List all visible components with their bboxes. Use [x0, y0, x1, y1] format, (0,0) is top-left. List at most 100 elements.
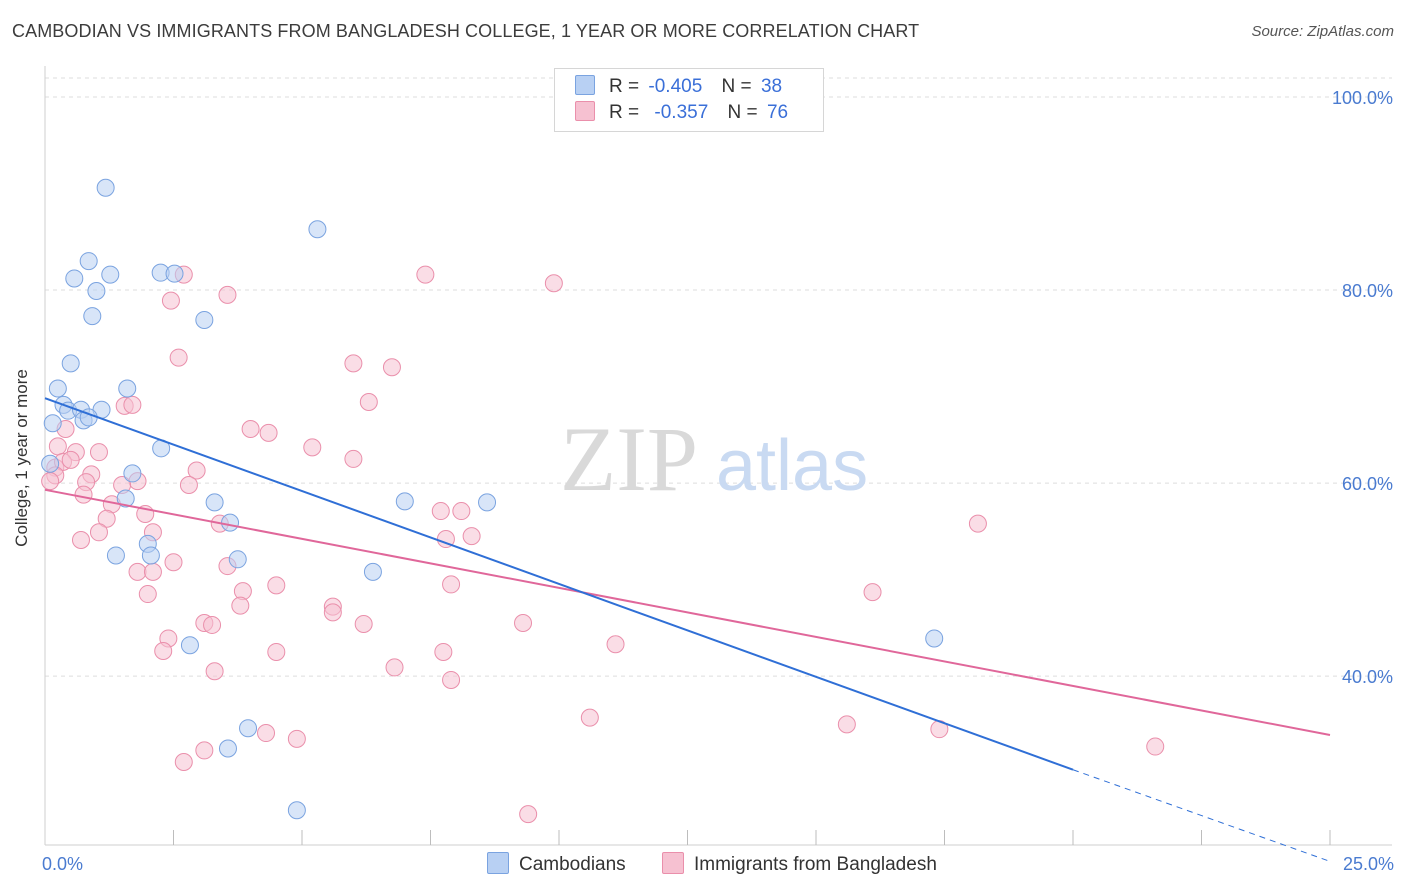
cambodian-point	[87, 281, 106, 300]
r-label: R =	[609, 102, 640, 123]
bangladesh-point	[138, 585, 157, 604]
bangladesh-point	[267, 642, 286, 661]
chart-title: CAMBODIAN VS IMMIGRANTS FROM BANGLADESH …	[12, 21, 920, 41]
bangladesh-point	[187, 461, 206, 480]
cambodian-point	[228, 550, 247, 569]
cambodian-point	[218, 739, 237, 758]
bangladesh-point	[462, 527, 481, 546]
cambodian-point	[165, 264, 184, 283]
stats-row-cambodians: R = -0.405 N = 38	[575, 75, 782, 99]
cambodian-point	[116, 489, 135, 508]
watermark-atlas: atlas	[716, 426, 868, 506]
cambodian-point	[123, 464, 142, 483]
bangladesh-point	[580, 708, 599, 727]
x-tick-label: 0.0%	[42, 854, 83, 874]
watermark: ZIP atlas	[560, 408, 868, 510]
r-label: R =	[609, 76, 640, 97]
bangladesh-point	[97, 509, 116, 528]
y-tick-label: 80.0%	[1342, 281, 1393, 301]
bangladesh-point	[416, 265, 435, 284]
bangladesh-point	[544, 274, 563, 293]
y-tick-label: 60.0%	[1342, 474, 1393, 494]
r-value: -0.357	[654, 102, 709, 123]
bangladesh-point	[164, 553, 183, 572]
y-axis-title: College, 1 year or more	[12, 369, 31, 547]
bangladesh-point	[434, 642, 453, 661]
chart-source: Source: ZipAtlas.com	[1251, 23, 1394, 40]
cambodian-point	[83, 307, 102, 326]
legend-swatch-blue	[575, 75, 595, 95]
y-tick-label: 100.0%	[1332, 88, 1393, 108]
bangladesh-point	[257, 724, 276, 743]
cambodian-point	[79, 252, 98, 271]
bangladesh-point	[218, 285, 237, 304]
cambodian-point	[195, 310, 214, 329]
bangladesh-point	[354, 614, 373, 633]
series-bangladesh-points	[41, 265, 1165, 824]
bangladesh-point	[48, 437, 67, 456]
cambodian-point	[106, 546, 125, 565]
series-legend: Cambodians Immigrants from Bangladesh	[0, 852, 1406, 876]
bangladesh-point	[154, 642, 173, 661]
legend-label-cambodians: Cambodians	[519, 854, 626, 875]
n-label: N =	[727, 102, 758, 123]
bangladesh-point	[452, 502, 471, 521]
cambodian-point	[141, 546, 160, 565]
cambodian-point	[61, 354, 80, 373]
tick-labels: 40.0% 60.0% 80.0% 100.0% 0.0% 25.0%	[42, 88, 1394, 874]
bangladesh-point	[382, 358, 401, 377]
n-value: 38	[760, 76, 783, 97]
bangladesh-point	[303, 438, 322, 457]
bangladesh-point	[128, 562, 147, 581]
cambodian-point	[925, 629, 944, 648]
bangladesh-point	[385, 658, 404, 677]
bangladesh-point	[323, 603, 342, 622]
bangladesh-point	[287, 729, 306, 748]
bangladesh-point	[863, 583, 882, 602]
y-axis-title-wrap: College, 1 year or more	[2, 0, 42, 892]
legend-swatch-bangladesh	[662, 852, 684, 874]
bangladesh-point	[143, 562, 162, 581]
axes	[44, 66, 1392, 846]
cambodian-point	[41, 454, 60, 473]
bangladesh-point	[41, 472, 60, 491]
cambodian-point	[43, 414, 62, 433]
bangladesh-point	[968, 514, 987, 533]
bangladesh-point	[174, 752, 193, 771]
cambodian-point	[221, 513, 240, 532]
cambodian-point	[180, 636, 199, 655]
cambodian-point	[239, 719, 258, 738]
bangladesh-point	[123, 395, 142, 414]
cambodian-point	[65, 269, 84, 288]
legend-label-bangladesh: Immigrants from Bangladesh	[694, 854, 937, 875]
n-label: N =	[721, 76, 752, 97]
bangladesh-point	[169, 348, 188, 367]
bangladesh-point	[241, 420, 260, 439]
y-tick-label: 40.0%	[1342, 667, 1393, 687]
legend-item-cambodians: Cambodians	[487, 852, 626, 876]
bangladesh-point	[519, 805, 538, 824]
bangladesh-point	[89, 523, 108, 542]
x-tick-label: 25.0%	[1343, 854, 1394, 874]
trend-line-cambodians-extension	[1072, 769, 1331, 862]
bangladesh-point	[431, 502, 450, 521]
trend-line-bangladesh	[44, 488, 1331, 736]
bangladesh-point	[344, 354, 363, 373]
bangladesh-point	[344, 449, 363, 468]
trend-lines	[44, 397, 1331, 862]
r-value: -0.405	[648, 76, 703, 97]
legend-item-bangladesh: Immigrants from Bangladesh	[662, 852, 937, 876]
bangladesh-point	[71, 531, 90, 550]
bangladesh-point	[442, 575, 461, 594]
cambodian-point	[48, 379, 67, 398]
cambodian-point	[395, 492, 414, 511]
legend-swatch-cambodians	[487, 852, 509, 874]
bangladesh-point	[442, 670, 461, 689]
bangladesh-point	[74, 485, 93, 504]
bangladesh-point	[359, 392, 378, 411]
bangladesh-point	[195, 741, 214, 760]
trend-line-cambodians	[44, 397, 1074, 771]
cambodian-point	[363, 562, 382, 581]
cambodian-point	[287, 801, 306, 820]
